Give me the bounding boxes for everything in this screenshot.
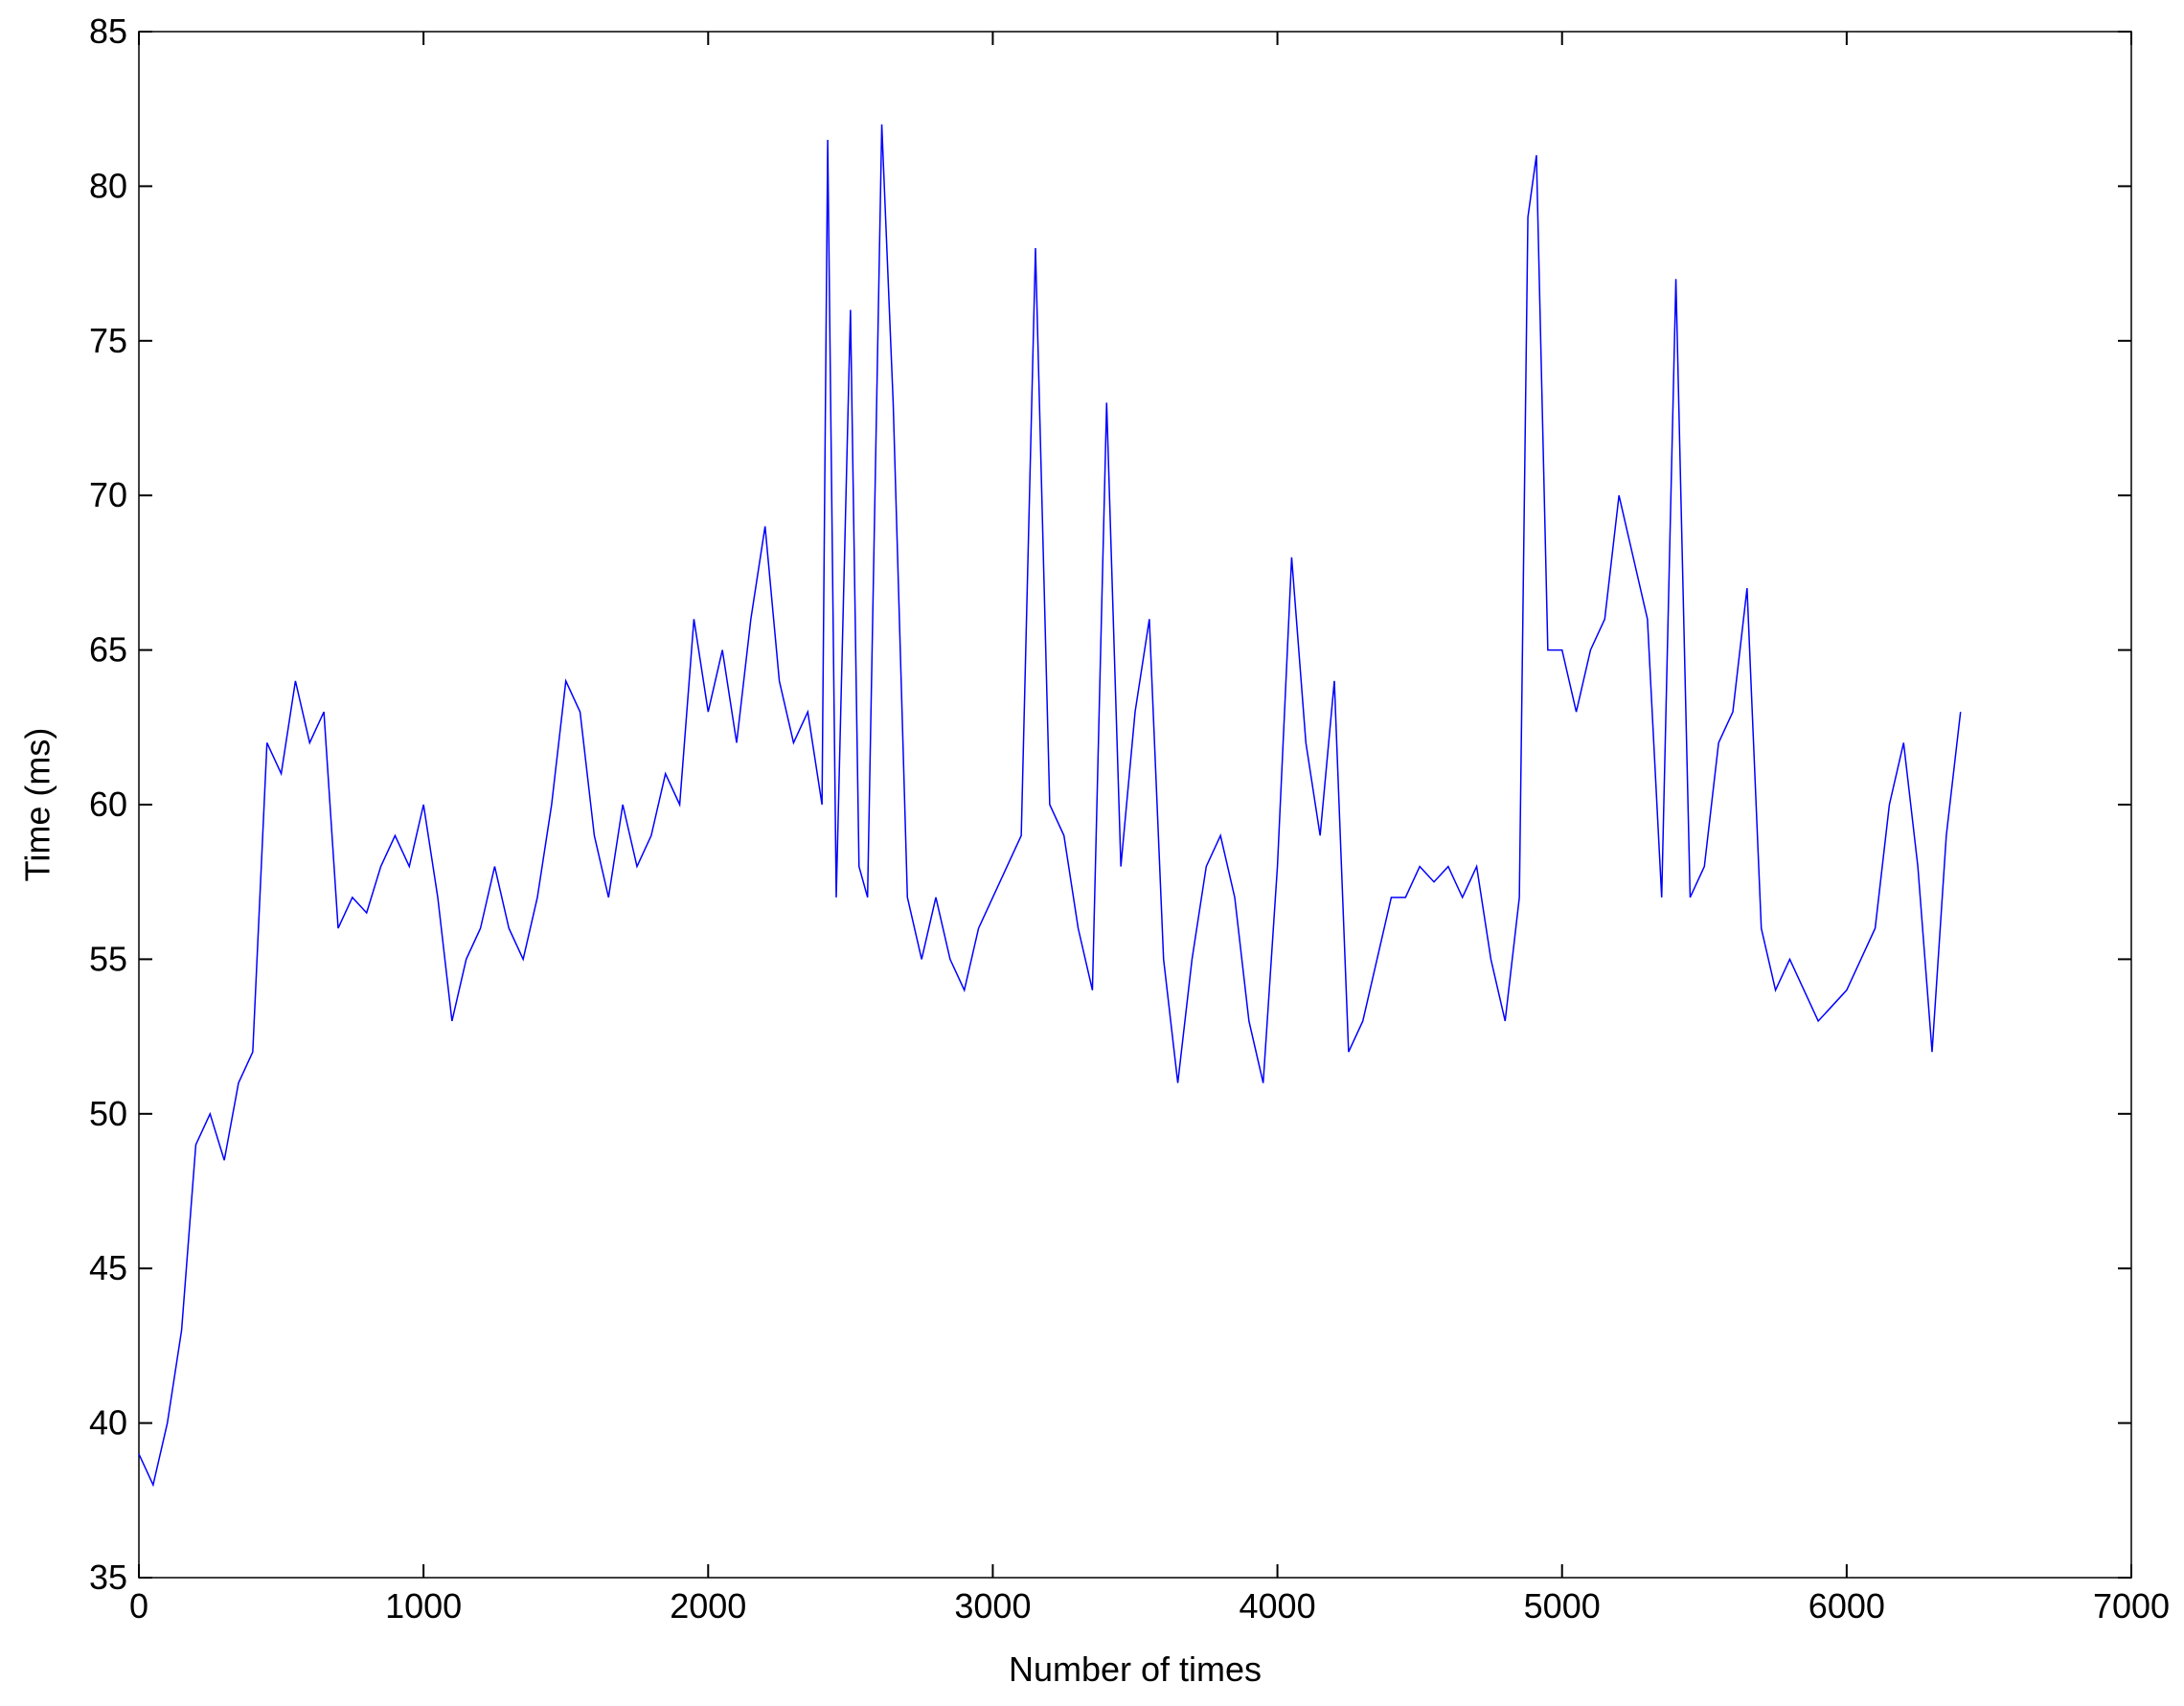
y-tick-label: 55 xyxy=(89,939,127,978)
y-tick-label: 35 xyxy=(89,1558,127,1597)
y-tick-label: 85 xyxy=(89,11,127,51)
y-tick-label: 70 xyxy=(89,475,127,514)
x-tick-label: 7000 xyxy=(2093,1586,2170,1626)
x-tick-label: 6000 xyxy=(1809,1586,1885,1626)
x-tick-label: 4000 xyxy=(1240,1586,1316,1626)
x-axis-label: Number of times xyxy=(1009,1649,1262,1689)
data-line xyxy=(138,124,1962,1488)
y-tick-label: 75 xyxy=(89,321,127,360)
x-tick-label: 3000 xyxy=(954,1586,1031,1626)
y-tick-label: 80 xyxy=(89,166,127,205)
y-tick-label: 50 xyxy=(89,1094,127,1133)
y-axis-label: Time (ms) xyxy=(18,728,57,882)
y-tick-label: 40 xyxy=(89,1403,127,1443)
x-tick-label: 5000 xyxy=(1524,1586,1601,1626)
plot-box xyxy=(138,31,2132,1579)
x-tick-label: 2000 xyxy=(670,1586,746,1626)
y-tick-label: 60 xyxy=(89,785,127,824)
x-tick-label: 0 xyxy=(129,1586,148,1626)
y-tick-label: 45 xyxy=(89,1248,127,1287)
y-tick-label: 65 xyxy=(89,630,127,670)
x-tick-label: 1000 xyxy=(385,1586,462,1626)
